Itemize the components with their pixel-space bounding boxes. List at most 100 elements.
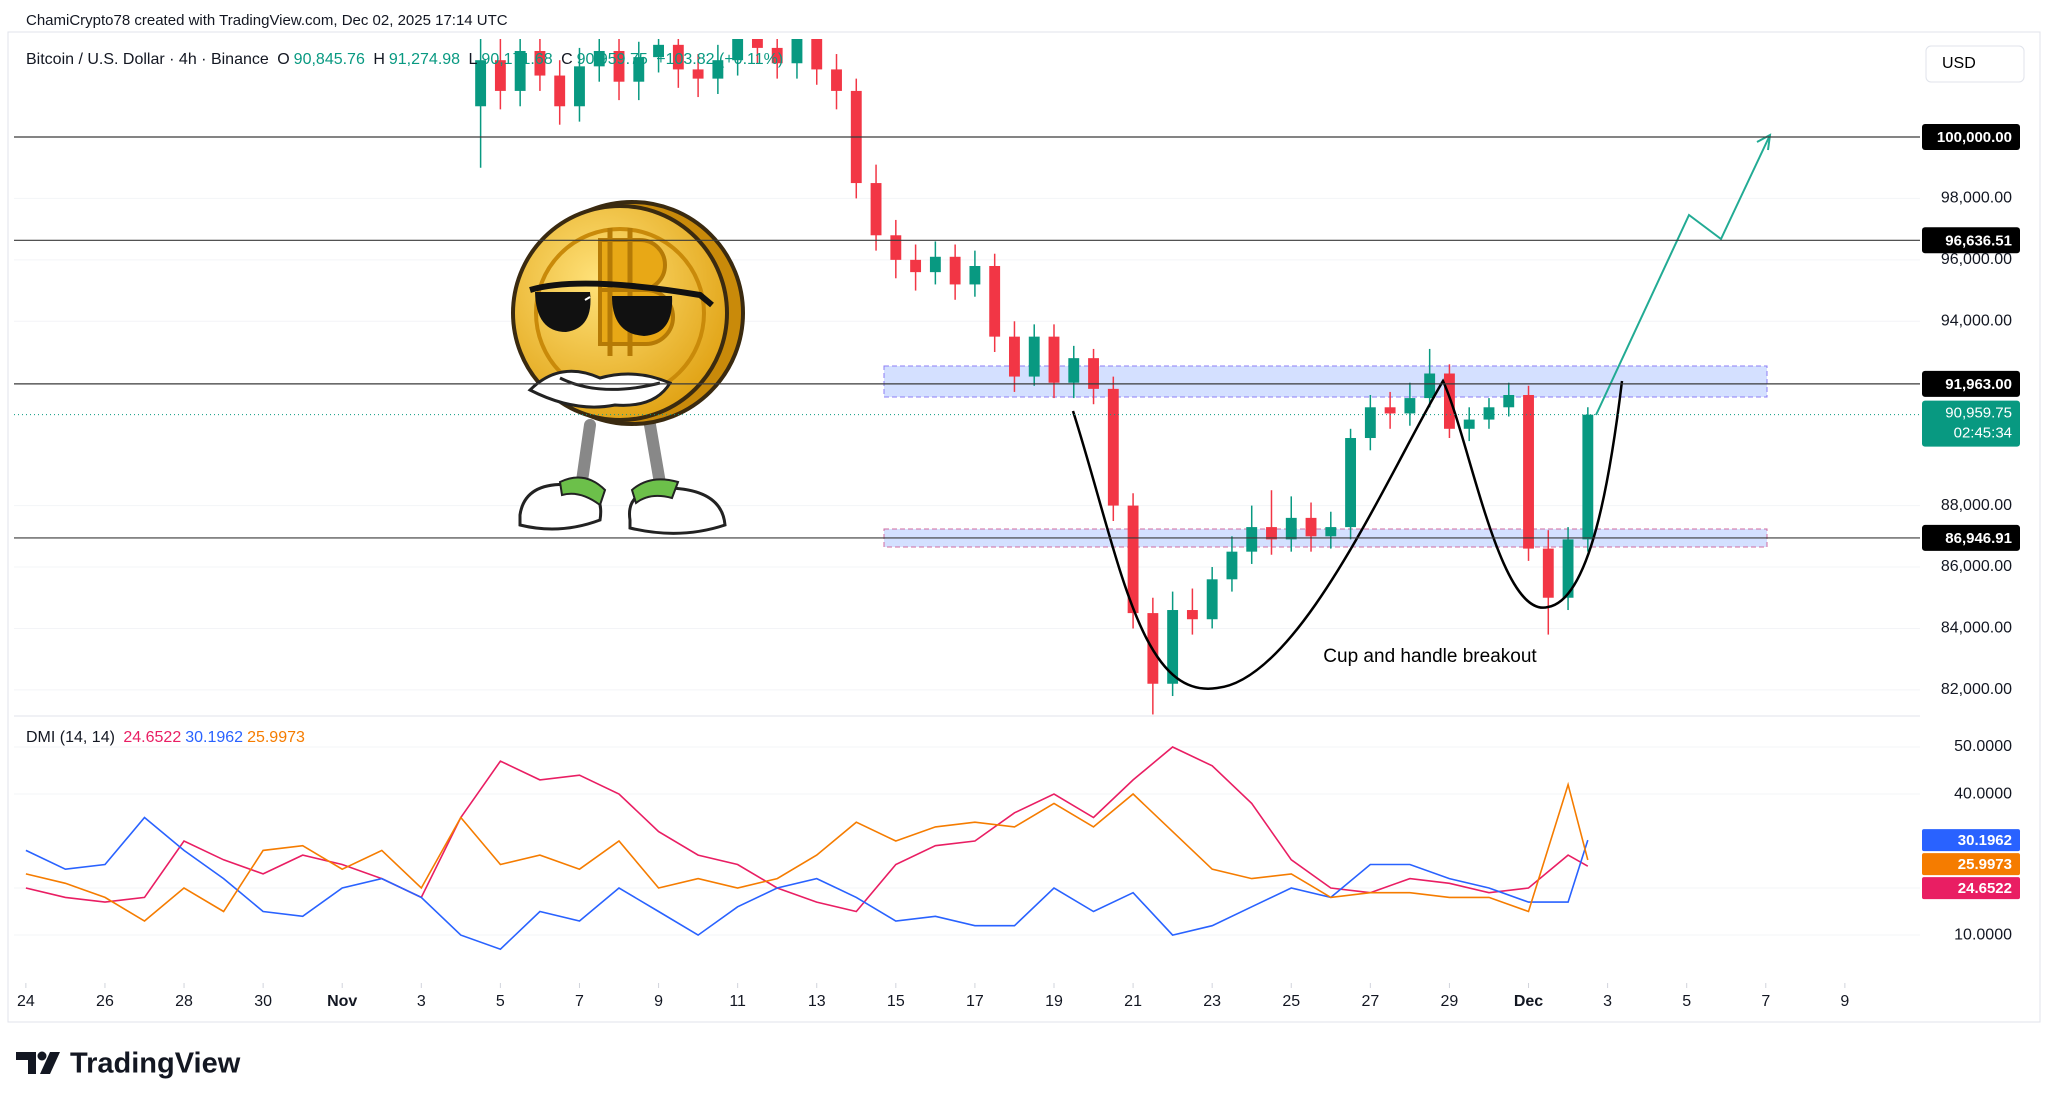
- candle-body: [574, 66, 585, 107]
- x-tick-label: 25: [1282, 993, 1300, 1010]
- candle-body: [514, 50, 526, 91]
- symbol: Bitcoin / U.S. Dollar · 4h · Binance: [26, 51, 269, 68]
- y-tick-label: 84,000.00: [1941, 620, 2012, 637]
- candle-body: [494, 60, 506, 91]
- x-tick-label: 7: [575, 993, 584, 1010]
- x-tick-label: 3: [1603, 993, 1612, 1010]
- level-label: 91,963.00: [1945, 376, 2012, 393]
- countdown: 02:45:34: [1954, 425, 2012, 442]
- level-label-box: [1922, 123, 2020, 150]
- candle-body: [1364, 407, 1376, 439]
- dmi-value-box: [1922, 877, 2020, 900]
- candle-body: [1503, 395, 1515, 408]
- y-tick-label: 98,000.00: [1941, 190, 2012, 207]
- candle-body: [1048, 336, 1060, 383]
- candle-body: [475, 60, 487, 107]
- candle-body: [613, 50, 625, 82]
- dmi-title: DMI (14, 14): [26, 729, 115, 746]
- x-tick-label: 27: [1361, 993, 1379, 1010]
- x-tick-label: 13: [808, 993, 826, 1010]
- level-label-box: [1922, 524, 2020, 551]
- y-tick-label: 40.0000: [1954, 785, 2012, 802]
- x-tick-label: 17: [966, 993, 984, 1010]
- dmi-legend: DMI (14, 14) 24.6522 30.1962 25.9973: [26, 729, 309, 747]
- candle-body: [1582, 414, 1594, 540]
- dmi-line: [25, 746, 1589, 913]
- candle-body: [811, 39, 823, 70]
- dmi-value-box: [1922, 853, 2020, 876]
- credit: ChamiCrypto78 created with TradingView.c…: [26, 12, 508, 29]
- candle-body: [949, 256, 961, 285]
- candle-body: [890, 235, 902, 260]
- x-tick-label: 15: [887, 993, 905, 1010]
- candle-body: [1088, 358, 1099, 389]
- ohlc-value: 90,171.68: [481, 51, 553, 68]
- level-label-box: [1922, 227, 2020, 254]
- x-tick-label: Nov: [327, 993, 357, 1010]
- candle-body: [534, 50, 546, 76]
- y-tick-label: 82,000.00: [1941, 681, 2012, 698]
- candle-body: [1285, 517, 1297, 540]
- candle-body: [751, 39, 763, 48]
- level-label: 96,636.51: [1945, 232, 2012, 249]
- projection-line: [1595, 134, 1771, 416]
- candle-body: [1404, 398, 1416, 414]
- level-label: 100,000.00: [1937, 129, 2012, 146]
- x-tick-label: 19: [1045, 993, 1063, 1010]
- x-tick-label: Dec: [1514, 993, 1543, 1010]
- dmi-value-label: 25.9973: [1958, 856, 2012, 873]
- annotation: Cup and handle breakout: [1323, 646, 1537, 667]
- dmi-line: [25, 781, 1589, 922]
- ohlc-key: H: [373, 51, 385, 68]
- currency-button[interactable]: [1925, 45, 2025, 83]
- candle-body: [1325, 527, 1337, 537]
- dmi-value-label: 24.6522: [1958, 880, 2012, 897]
- y-tick-label: 86,000.00: [1941, 558, 2012, 575]
- candle-body: [1562, 539, 1574, 598]
- x-tick-label: 30: [254, 993, 272, 1010]
- candle-body: [653, 44, 664, 58]
- x-tick-label: 24: [17, 993, 35, 1010]
- candle-body: [1424, 373, 1436, 399]
- ohlc-key: L: [468, 51, 478, 68]
- x-tick-label: 28: [175, 993, 193, 1010]
- price-pane: [14, 39, 1920, 715]
- projection-arrow: [1756, 133, 1772, 151]
- dmi-value-label: 30.1962: [1958, 832, 2012, 849]
- candle-body: [712, 60, 724, 79]
- candle-body: [593, 50, 605, 67]
- candle-body: [1068, 358, 1080, 383]
- x-tick-label: 23: [1203, 993, 1221, 1010]
- ohlc-value: 90,845.76: [293, 51, 365, 68]
- last-price-label: 90,959.75: [1945, 405, 2012, 422]
- ohlc-value: 91,274.98: [388, 51, 461, 68]
- candle-body: [969, 265, 981, 285]
- x-tick-label: 9: [654, 993, 663, 1010]
- x-tick-label: 29: [1441, 993, 1459, 1010]
- candle-body: [1206, 579, 1218, 620]
- x-tick-label: 11: [729, 993, 746, 1010]
- candle-body: [831, 69, 842, 91]
- ohlc-key: C: [561, 51, 573, 68]
- candle-body: [1384, 407, 1396, 414]
- cup-handle-curve: [1071, 378, 1624, 690]
- x-tick-label: 5: [496, 993, 505, 1010]
- dmi-legend-value: 24.6522: [123, 729, 182, 746]
- dmi-legend-value: 30.1962: [185, 729, 244, 746]
- y-tick-label: 50.0000: [1954, 738, 2012, 755]
- candle-body: [692, 69, 704, 79]
- y-tick-label: 96,000.00: [1941, 251, 2012, 268]
- candle-body: [1028, 336, 1040, 377]
- brand-logo: [16, 1051, 60, 1074]
- candle-body: [672, 44, 684, 70]
- zones: [883, 365, 1768, 548]
- candle-body: [989, 265, 1001, 337]
- candle-body: [1246, 527, 1258, 552]
- candle-body: [1305, 517, 1317, 537]
- candle-body: [633, 57, 645, 82]
- candle-body: [1167, 610, 1179, 684]
- candle-body: [870, 183, 882, 236]
- candle-body: [732, 39, 744, 61]
- level-label-box: [1922, 370, 2020, 397]
